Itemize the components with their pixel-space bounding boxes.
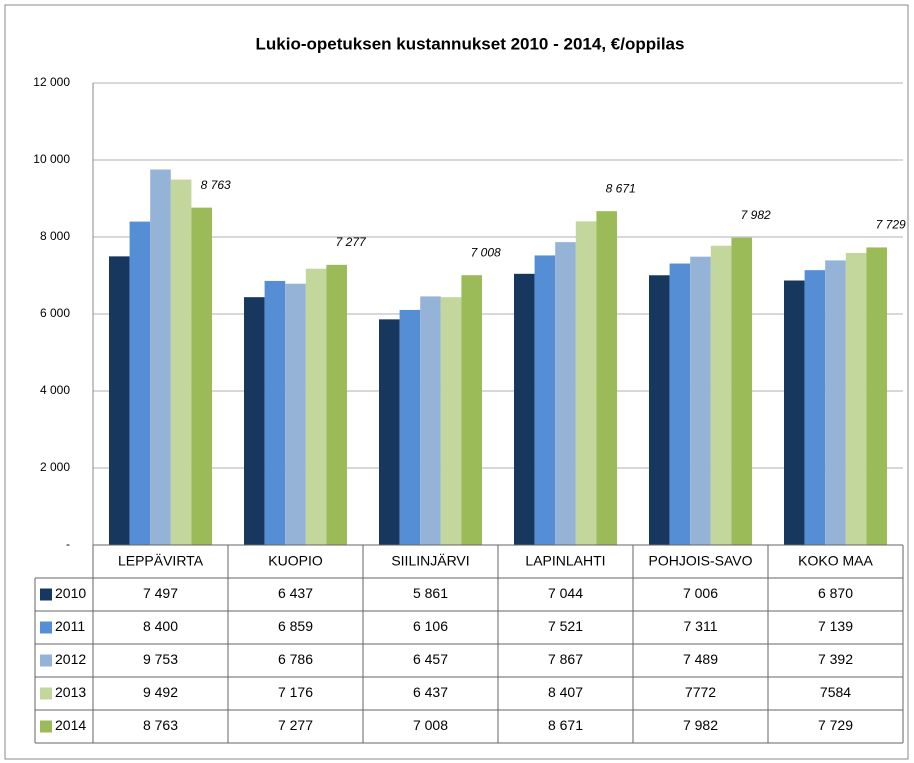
bar [244,297,265,545]
table-cell: 8 763 [143,717,178,733]
table-cell: 7 044 [548,585,583,601]
bar [379,319,400,545]
table-cell: 6 106 [413,618,448,634]
legend-swatch [40,621,52,634]
bar [596,211,617,545]
table-cell: 7 521 [548,618,583,634]
table-cell: 7 277 [278,717,313,733]
bar [804,270,826,545]
y-tick-label: 12 000 [33,75,70,89]
y-tick-label: - [66,537,70,551]
table-cell: 6 870 [818,585,853,601]
table-cell: 7 139 [818,618,853,634]
x-tick-label: POHJOIS-SAVO [649,553,753,569]
chart-title: Lukio-opetuksen kustannukset 2010 - 2014… [256,34,685,53]
bar [534,255,556,545]
legend-label: 2014 [55,717,86,733]
table-cell: 9 492 [143,684,178,700]
legend-label: 2010 [55,585,86,601]
table-cell: 7 867 [548,651,583,667]
bar [264,280,286,545]
bar [420,296,441,545]
bar [649,275,670,545]
bar [731,237,752,545]
table-cell: 9 753 [143,651,178,667]
legend-swatch [40,654,52,667]
legend-label: 2012 [55,651,86,667]
table-cell: 7 311 [684,618,718,634]
table-cell: 6 786 [278,651,313,667]
bar [109,256,130,545]
legend-swatch [40,588,52,601]
data-label: 8 763 [201,178,231,192]
bar [191,207,212,545]
table-cell: 5 861 [413,585,448,601]
legend-swatch [40,720,52,733]
data-label: 7 729 [876,218,906,232]
x-tick-label: LEPPÄVIRTA [118,553,204,569]
bar [710,245,732,545]
table-cell: 6 457 [413,651,448,667]
bar [555,242,576,546]
bar [461,275,482,545]
table-cell: 7 006 [683,585,718,601]
x-tick-label: SIILINJÄRVI [391,553,469,569]
data-label: 7 008 [471,245,501,259]
x-tick-label: KOKO MAA [798,553,873,569]
bar [825,260,846,545]
legend-label: 2013 [55,684,86,700]
table-cell: 8 407 [548,684,583,700]
table-cell: 7 489 [683,651,718,667]
bar [669,263,691,545]
bar [440,297,462,545]
table-cell: 8 671 [548,717,583,733]
bar [326,264,347,545]
table-cell: 7 982 [683,717,718,733]
table-cell: 7584 [820,684,851,700]
table-cell: 7772 [685,684,716,700]
table-cell: 7 497 [143,585,178,601]
data-label: 7 982 [741,208,771,222]
table-cell: 6 859 [278,618,313,634]
table-cell: 7 729 [818,717,853,733]
y-tick-label: 6 000 [40,306,70,320]
table-cell: 8 400 [143,618,178,634]
bar [170,179,192,546]
data-label: 8 671 [606,181,636,195]
bar [784,280,805,545]
bar [690,256,711,545]
bar [399,309,421,545]
bar [150,169,171,545]
bar [129,221,151,545]
bar [285,283,306,545]
bar [514,273,535,545]
table-cell: 7 392 [818,651,853,667]
bar [866,247,887,545]
bar [305,268,327,545]
y-tick-label: 2 000 [40,460,70,474]
legend-label: 2011 [55,618,85,634]
table-cell: 6 437 [413,684,448,700]
legend-swatch [40,687,52,700]
y-tick-label: 4 000 [40,383,70,397]
x-tick-label: KUOPIO [268,553,323,569]
y-tick-label: 10 000 [33,152,70,166]
x-tick-label: LAPINLAHTI [525,553,605,569]
bar [845,253,867,546]
y-tick-label: 8 000 [40,229,70,243]
table-cell: 6 437 [278,585,313,601]
data-label: 7 277 [336,235,367,249]
bar [575,221,597,545]
table-cell: 7 008 [413,717,448,733]
table-cell: 7 176 [278,684,313,700]
